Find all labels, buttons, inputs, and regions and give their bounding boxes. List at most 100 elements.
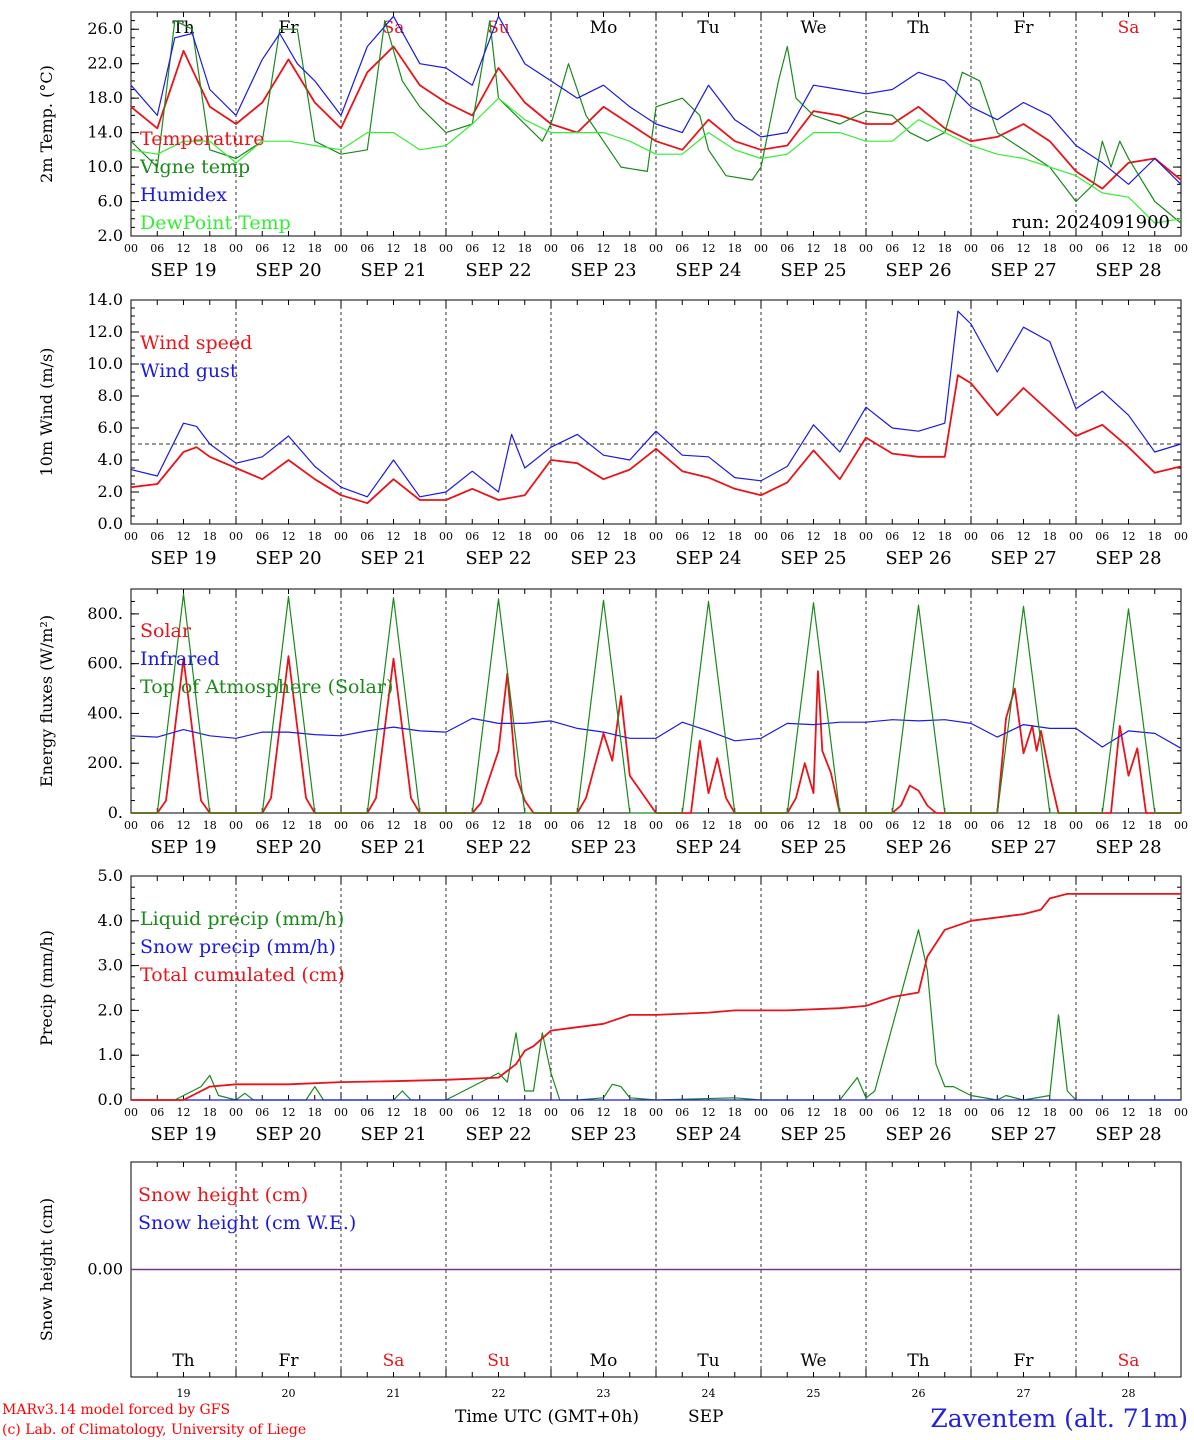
hour-tick-label: 06 bbox=[780, 1106, 794, 1119]
hour-tick-label: 18 bbox=[1043, 530, 1057, 543]
hour-tick-label: 06 bbox=[465, 242, 479, 255]
hour-tick-label: 00 bbox=[124, 530, 138, 543]
hour-tick-label: 06 bbox=[1095, 819, 1109, 832]
hour-tick-label: 06 bbox=[150, 530, 164, 543]
y-tick-label: 0. bbox=[108, 803, 123, 822]
hour-tick-label: 12 bbox=[1017, 530, 1031, 543]
day-name-label: Fr bbox=[1014, 1351, 1035, 1371]
hour-tick-label: 00 bbox=[544, 530, 558, 543]
day-name-label: Sa bbox=[1118, 18, 1140, 38]
date-label: SEP 22 bbox=[465, 260, 531, 281]
hour-tick-label: 18 bbox=[1043, 242, 1057, 255]
hour-tick-label: 12 bbox=[492, 819, 506, 832]
day-name-label: Th bbox=[172, 1351, 194, 1371]
hour-tick-label: 06 bbox=[675, 242, 689, 255]
day-name-label: Su bbox=[487, 1351, 510, 1371]
date-label: SEP 20 bbox=[255, 1124, 321, 1145]
y-tick-label: 26.0 bbox=[87, 19, 123, 38]
day-name-label: Su bbox=[487, 18, 510, 38]
hour-tick-label: 06 bbox=[255, 530, 269, 543]
y-axis-label: Snow height (cm) bbox=[37, 1198, 56, 1341]
hour-tick-label: 12 bbox=[387, 242, 401, 255]
hour-tick-label: 00 bbox=[334, 242, 348, 255]
hour-tick-label: 12 bbox=[1122, 819, 1136, 832]
day-name-label: We bbox=[800, 18, 826, 38]
date-label: SEP 28 bbox=[1095, 260, 1161, 281]
hour-tick-label: 18 bbox=[833, 819, 847, 832]
series-line-dewpoint-temp bbox=[130, 97, 1182, 224]
date-label: SEP 27 bbox=[990, 1124, 1056, 1145]
series-line-liquid-precip-mm-h- bbox=[131, 929, 1181, 1101]
hour-tick-label: 12 bbox=[1122, 1106, 1136, 1119]
y-axis-label: Energy fluxes (W/m²) bbox=[37, 615, 56, 787]
y-tick-label: 600. bbox=[87, 654, 123, 673]
hour-tick-label: 12 bbox=[807, 530, 821, 543]
hour-tick-label: 06 bbox=[1095, 530, 1109, 543]
hour-tick-label: 18 bbox=[413, 530, 427, 543]
hour-tick-label: 06 bbox=[255, 819, 269, 832]
hour-tick-label: 00 bbox=[964, 242, 978, 255]
hour-tick-label: 06 bbox=[675, 1106, 689, 1119]
hour-tick-label: 12 bbox=[1122, 530, 1136, 543]
legend-entry: DewPoint Temp bbox=[140, 212, 291, 234]
hour-tick-label: 00 bbox=[229, 1106, 243, 1119]
hour-tick-label: 12 bbox=[702, 530, 716, 543]
date-label: SEP 19 bbox=[150, 548, 216, 569]
hour-tick-label: 06 bbox=[885, 1106, 899, 1119]
legend-entry: Liquid precip (mm/h) bbox=[140, 908, 344, 930]
y-tick-label: 2.0 bbox=[98, 482, 123, 501]
day-name-label: Sa bbox=[383, 18, 405, 38]
hour-tick-label: 12 bbox=[1017, 819, 1031, 832]
hour-tick-label: 00 bbox=[1069, 242, 1083, 255]
day-number-label: 21 bbox=[387, 1387, 401, 1400]
hour-tick-label: 06 bbox=[150, 242, 164, 255]
panel-2: 0.0 2.0 4.0 6.0 8.0 10.0 12.0 14.0 10m Wind (m/s… bbox=[37, 290, 1188, 569]
hour-tick-label: 06 bbox=[465, 530, 479, 543]
panel-frame bbox=[130, 299, 1182, 525]
date-label: SEP 22 bbox=[465, 837, 531, 858]
hour-tick-label: 00 bbox=[1069, 1106, 1083, 1119]
hour-tick-label: 00 bbox=[859, 819, 873, 832]
hour-tick-label: 00 bbox=[439, 1106, 453, 1119]
hour-tick-label: 06 bbox=[570, 819, 584, 832]
hour-tick-label: 00 bbox=[124, 1106, 138, 1119]
legend-entry: Humidex bbox=[140, 184, 227, 206]
hour-tick-label: 00 bbox=[439, 819, 453, 832]
y-tick-label: 1.0 bbox=[98, 1045, 123, 1064]
day-name-label: Sa bbox=[383, 1351, 405, 1371]
hour-tick-label: 18 bbox=[518, 242, 532, 255]
y-tick-label: 200. bbox=[87, 753, 123, 772]
hour-tick-label: 12 bbox=[597, 242, 611, 255]
hour-tick-label: 18 bbox=[518, 530, 532, 543]
date-label: SEP 20 bbox=[255, 548, 321, 569]
series-line-wind-speed bbox=[130, 374, 1182, 505]
legend-entry: Top of Atmosphere (Solar) bbox=[140, 676, 393, 698]
series-line-wind-gust bbox=[130, 310, 1182, 498]
x-axis-label: Time UTC (GMT+0h) bbox=[455, 1407, 639, 1427]
hour-tick-label: 00 bbox=[124, 819, 138, 832]
hour-tick-label: 12 bbox=[702, 819, 716, 832]
hour-tick-label: 12 bbox=[492, 242, 506, 255]
y-tick-label: 12.0 bbox=[87, 322, 123, 341]
hour-tick-label: 18 bbox=[203, 530, 217, 543]
panel-5: 0.00 Snow height (cm) Th Fr Sa Su Mo Tu We Th Fr Sa… bbox=[37, 1161, 1182, 1400]
hour-tick-label: 00 bbox=[1174, 242, 1188, 255]
hour-tick-label: 06 bbox=[780, 530, 794, 543]
hour-tick-label: 18 bbox=[1148, 819, 1162, 832]
hour-tick-label: 00 bbox=[1174, 1106, 1188, 1119]
day-number-label: 28 bbox=[1122, 1387, 1136, 1400]
date-label: SEP 20 bbox=[255, 260, 321, 281]
day-number-label: 25 bbox=[807, 1387, 821, 1400]
legend-entry: Snow height (cm W.E.) bbox=[138, 1212, 356, 1234]
legend-entry: Snow height (cm) bbox=[138, 1184, 308, 1206]
day-name-label: Mo bbox=[590, 1351, 618, 1371]
hour-tick-label: 06 bbox=[1095, 1106, 1109, 1119]
date-label: SEP 25 bbox=[780, 1124, 846, 1145]
hour-tick-label: 00 bbox=[334, 819, 348, 832]
hour-tick-label: 06 bbox=[150, 1106, 164, 1119]
hour-tick-label: 12 bbox=[702, 242, 716, 255]
legend-entry: Wind gust bbox=[140, 360, 238, 382]
series-line-vigne-temp bbox=[130, 20, 1182, 224]
hour-tick-label: 12 bbox=[912, 819, 926, 832]
hour-tick-label: 18 bbox=[938, 242, 952, 255]
